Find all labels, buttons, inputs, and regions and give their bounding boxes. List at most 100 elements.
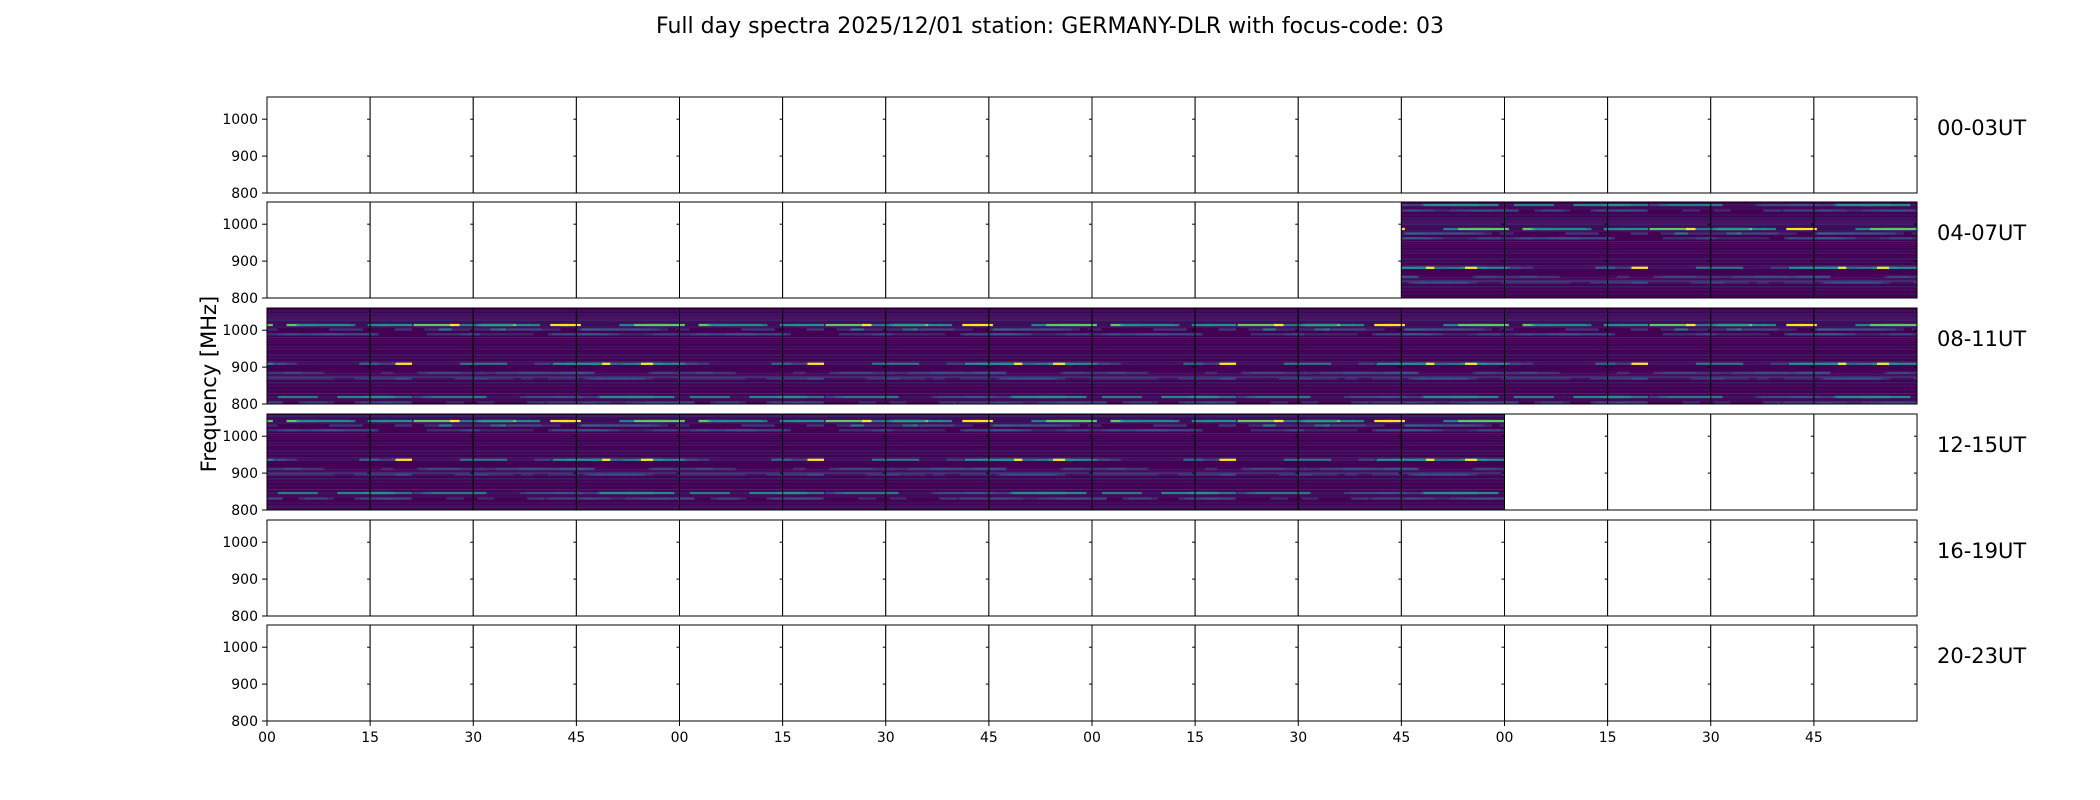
- x-tick-label: 30: [1289, 730, 1307, 746]
- x-tick-label: 15: [1186, 730, 1204, 746]
- empty-panel: [1607, 624, 1712, 722]
- empty-panel: [1400, 519, 1506, 617]
- spectrogram-panel: [1607, 307, 1712, 405]
- empty-panel: [782, 519, 887, 617]
- x-tick-label: 15: [1599, 730, 1617, 746]
- y-tick-label: 1000: [222, 535, 258, 551]
- empty-panel: [472, 96, 577, 194]
- empty-panel: [369, 519, 474, 617]
- empty-panel: [1504, 519, 1609, 617]
- spectrogram-panel: [679, 413, 784, 511]
- y-tick-label: 900: [231, 254, 258, 270]
- spectrogram-panel: [472, 307, 577, 405]
- spectrogram-panel: [782, 413, 887, 511]
- x-tick-label: 45: [567, 730, 585, 746]
- x-tick-label: 15: [361, 730, 379, 746]
- x-tick-label: 45: [1392, 730, 1410, 746]
- empty-panel: [575, 201, 681, 299]
- row-label: 08-11UT: [1937, 327, 2026, 351]
- x-tick-label: 45: [1805, 730, 1823, 746]
- spectrogram-panel: [988, 307, 1093, 405]
- y-tick-label: 1000: [222, 217, 258, 233]
- empty-panel: [1710, 624, 1815, 722]
- spectrogram-panel: [1710, 307, 1815, 405]
- spectrogram-panel: [575, 413, 681, 511]
- spectrogram-panel: [1504, 201, 1609, 299]
- spectrogram-panel: [885, 307, 990, 405]
- spectrogram-panel: [988, 413, 1093, 511]
- empty-panel: [266, 519, 371, 617]
- spectrogram-panel: [1813, 307, 1918, 405]
- y-tick-label: 800: [231, 714, 258, 730]
- empty-panel: [1813, 96, 1918, 194]
- y-tick-label: 900: [231, 466, 258, 482]
- row-label: 00-03UT: [1937, 116, 2026, 140]
- empty-panel: [1400, 96, 1506, 194]
- empty-panel: [679, 96, 784, 194]
- empty-panel: [266, 201, 371, 299]
- empty-panel: [1813, 519, 1918, 617]
- x-tick-label: 00: [1496, 730, 1514, 746]
- empty-panel: [1091, 624, 1196, 722]
- empty-panel: [1607, 413, 1712, 511]
- empty-panel: [266, 96, 371, 194]
- empty-panel: [1194, 96, 1299, 194]
- spectrogram-panel: [1504, 307, 1609, 405]
- y-tick-label: 800: [231, 397, 258, 413]
- empty-panel: [266, 624, 371, 722]
- spectrogram-panel: [885, 413, 990, 511]
- y-tick-label: 900: [231, 572, 258, 588]
- spectrogram-panel: [1813, 201, 1918, 299]
- spectrogram-panel: [1194, 413, 1299, 511]
- empty-panel: [988, 201, 1093, 299]
- empty-panel: [1297, 519, 1402, 617]
- spectrogram-panel: [1194, 307, 1299, 405]
- empty-panel: [369, 96, 474, 194]
- empty-panel: [1504, 413, 1609, 511]
- x-tick-label: 30: [877, 730, 895, 746]
- empty-panel: [988, 624, 1093, 722]
- x-tick-label: 30: [464, 730, 482, 746]
- spectrogram-panel: [1400, 413, 1506, 511]
- y-tick-label: 1000: [222, 323, 258, 339]
- x-tick-label: 00: [671, 730, 689, 746]
- spectrogram-panel: [575, 307, 681, 405]
- y-tick-label: 1000: [222, 640, 258, 656]
- spectrogram-panel: [1297, 307, 1402, 405]
- empty-panel: [885, 624, 990, 722]
- spectrogram-panel: [1091, 307, 1196, 405]
- spectrogram-panel: [369, 413, 474, 511]
- spectrogram-panel: [266, 307, 371, 405]
- row-label: 04-07UT: [1937, 221, 2026, 245]
- x-tick-label: 45: [980, 730, 998, 746]
- empty-panel: [575, 519, 681, 617]
- empty-panel: [1297, 201, 1402, 299]
- empty-panel: [1091, 519, 1196, 617]
- chart-title: Full day spectra 2025/12/01 station: GER…: [656, 14, 1444, 39]
- spectrogram-panel: [1297, 413, 1402, 511]
- empty-panel: [1607, 519, 1712, 617]
- spectrogram-panel: [1400, 307, 1506, 405]
- empty-panel: [1091, 201, 1196, 299]
- empty-panel: [472, 519, 577, 617]
- empty-panel: [679, 519, 784, 617]
- empty-panel: [988, 519, 1093, 617]
- empty-panel: [885, 96, 990, 194]
- x-tick-label: 30: [1702, 730, 1720, 746]
- empty-panel: [1194, 201, 1299, 299]
- spectrogram-panel: [1400, 201, 1506, 299]
- empty-panel: [472, 624, 577, 722]
- spectrogram-panel: [1091, 413, 1196, 511]
- spectrogram-panel: [782, 307, 887, 405]
- empty-panel: [885, 519, 990, 617]
- empty-panel: [1194, 624, 1299, 722]
- spectrogram-panel: [1710, 201, 1815, 299]
- x-tick-label: 00: [1083, 730, 1101, 746]
- empty-panel: [472, 201, 577, 299]
- y-tick-label: 900: [231, 677, 258, 693]
- empty-panel: [1504, 96, 1609, 194]
- empty-panel: [782, 624, 887, 722]
- empty-panel: [1091, 96, 1196, 194]
- empty-panel: [1710, 96, 1815, 194]
- empty-panel: [369, 201, 474, 299]
